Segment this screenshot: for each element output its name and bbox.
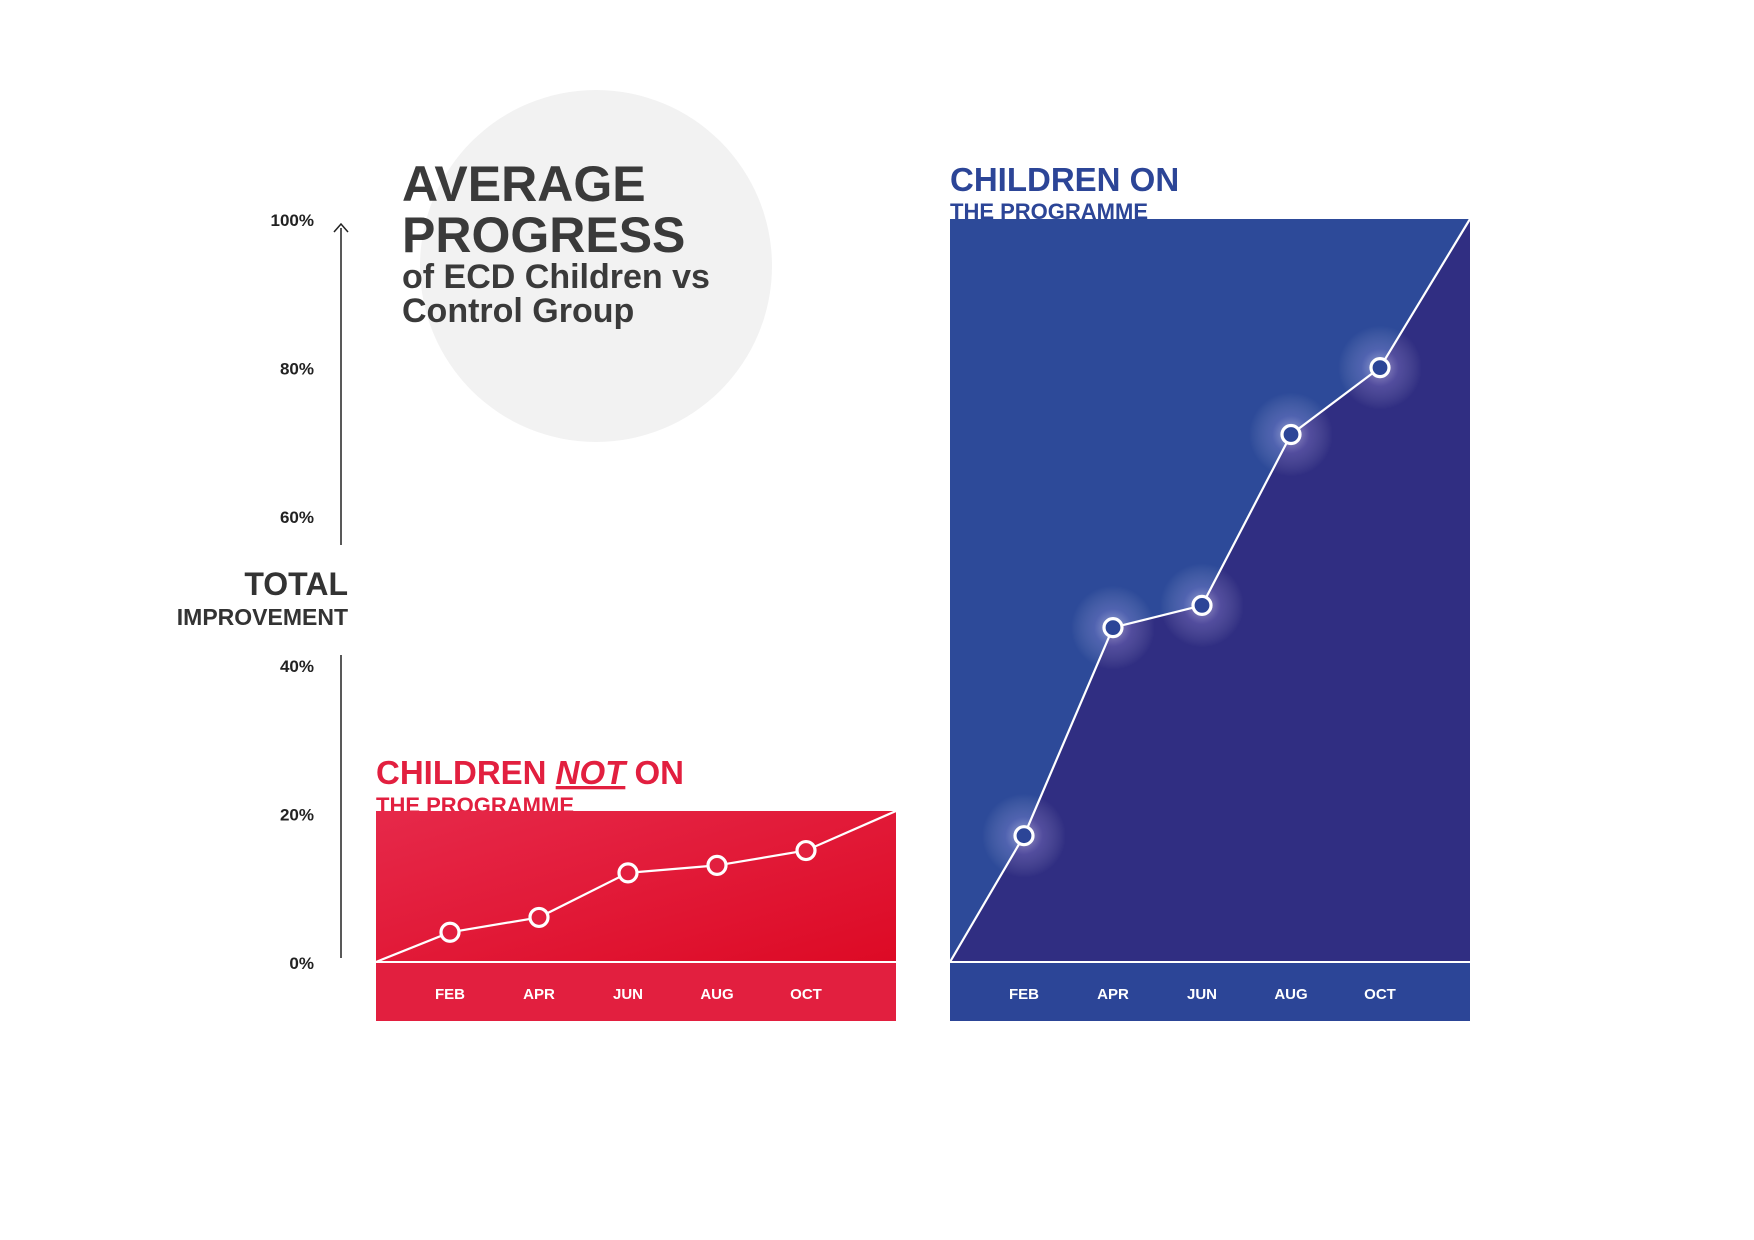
month-label: FEB xyxy=(1009,986,1039,1003)
y-axis-label-line-1: TOTAL xyxy=(244,566,348,602)
chart-title: AVERAGE PROGRESS of ECD Children vs Cont… xyxy=(402,156,710,330)
month-label: AUG xyxy=(1274,986,1307,1003)
month-label: AUG xyxy=(700,986,733,1003)
control-panel-background xyxy=(376,811,896,961)
control-month-strip xyxy=(376,963,896,1021)
y-tick-label: 80% xyxy=(280,360,314,379)
programme-panel: CHILDREN ON THE PROGRAMME FEB APR JUN AUG OC… xyxy=(949,161,1471,1021)
control-data-point xyxy=(706,854,728,877)
y-tick-label: 20% xyxy=(280,805,314,824)
y-tick-label: 0% xyxy=(289,954,314,973)
programme-series-points xyxy=(1013,357,1391,847)
y-tick-label: 60% xyxy=(280,508,314,527)
title-line-3: of ECD Children vs xyxy=(402,258,710,296)
title-backdrop-circle xyxy=(420,90,772,442)
title-line-4: Control Group xyxy=(402,292,634,330)
month-label: JUN xyxy=(1187,986,1217,1003)
control-data-point xyxy=(528,906,550,929)
control-panel-title: CHILDREN NOT ON xyxy=(376,754,684,791)
y-axis-arrow-icon xyxy=(333,222,349,233)
programme-panel-title: CHILDREN ON xyxy=(950,161,1179,198)
month-label: JUN xyxy=(613,986,643,1003)
month-label: OCT xyxy=(1364,986,1396,1003)
programme-data-point xyxy=(1013,825,1035,847)
control-title-part-2: ON xyxy=(625,754,684,791)
y-axis-label-line-2: IMPROVEMENT xyxy=(177,604,348,630)
month-label: APR xyxy=(523,986,555,1003)
control-panel: CHILDREN NOT ON THE PROGRAMME FEB APR JUN A… xyxy=(375,754,897,1021)
month-label: FEB xyxy=(435,986,465,1003)
y-axis: TOTAL IMPROVEMENT 0% 20% 40% 60% 80% 100% xyxy=(177,211,349,973)
programme-data-point xyxy=(1369,357,1391,379)
programme-data-point xyxy=(1102,617,1124,639)
title-line-1: AVERAGE xyxy=(402,156,646,212)
control-month-labels: FEB APR JUN AUG OCT xyxy=(435,986,822,1003)
control-data-point xyxy=(617,862,639,884)
control-title-part-1: CHILDREN xyxy=(376,754,556,791)
programme-data-point xyxy=(1280,423,1302,446)
y-tick-label: 100% xyxy=(271,211,314,230)
control-data-point xyxy=(439,921,461,943)
y-tick-label: 40% xyxy=(280,657,314,676)
month-label: APR xyxy=(1097,986,1129,1003)
programme-data-point xyxy=(1191,594,1213,616)
title-line-2: PROGRESS xyxy=(402,207,685,263)
month-label: OCT xyxy=(790,986,822,1003)
programme-month-strip xyxy=(950,963,1470,1021)
control-series-points xyxy=(439,839,817,943)
control-title-emphasis: NOT xyxy=(556,754,629,791)
control-data-point xyxy=(795,839,817,862)
y-axis-ticks: 0% 20% 40% 60% 80% 100% xyxy=(271,211,314,973)
programme-month-labels: FEB APR JUN AUG OCT xyxy=(1009,986,1396,1003)
